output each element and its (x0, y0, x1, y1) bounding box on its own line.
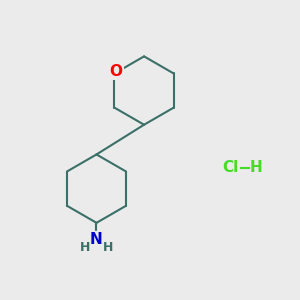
Text: N: N (90, 232, 103, 247)
Text: H: H (249, 160, 262, 175)
Text: H: H (103, 241, 113, 254)
Text: O: O (110, 64, 123, 79)
Text: H: H (80, 241, 90, 254)
Text: Cl: Cl (222, 160, 238, 175)
